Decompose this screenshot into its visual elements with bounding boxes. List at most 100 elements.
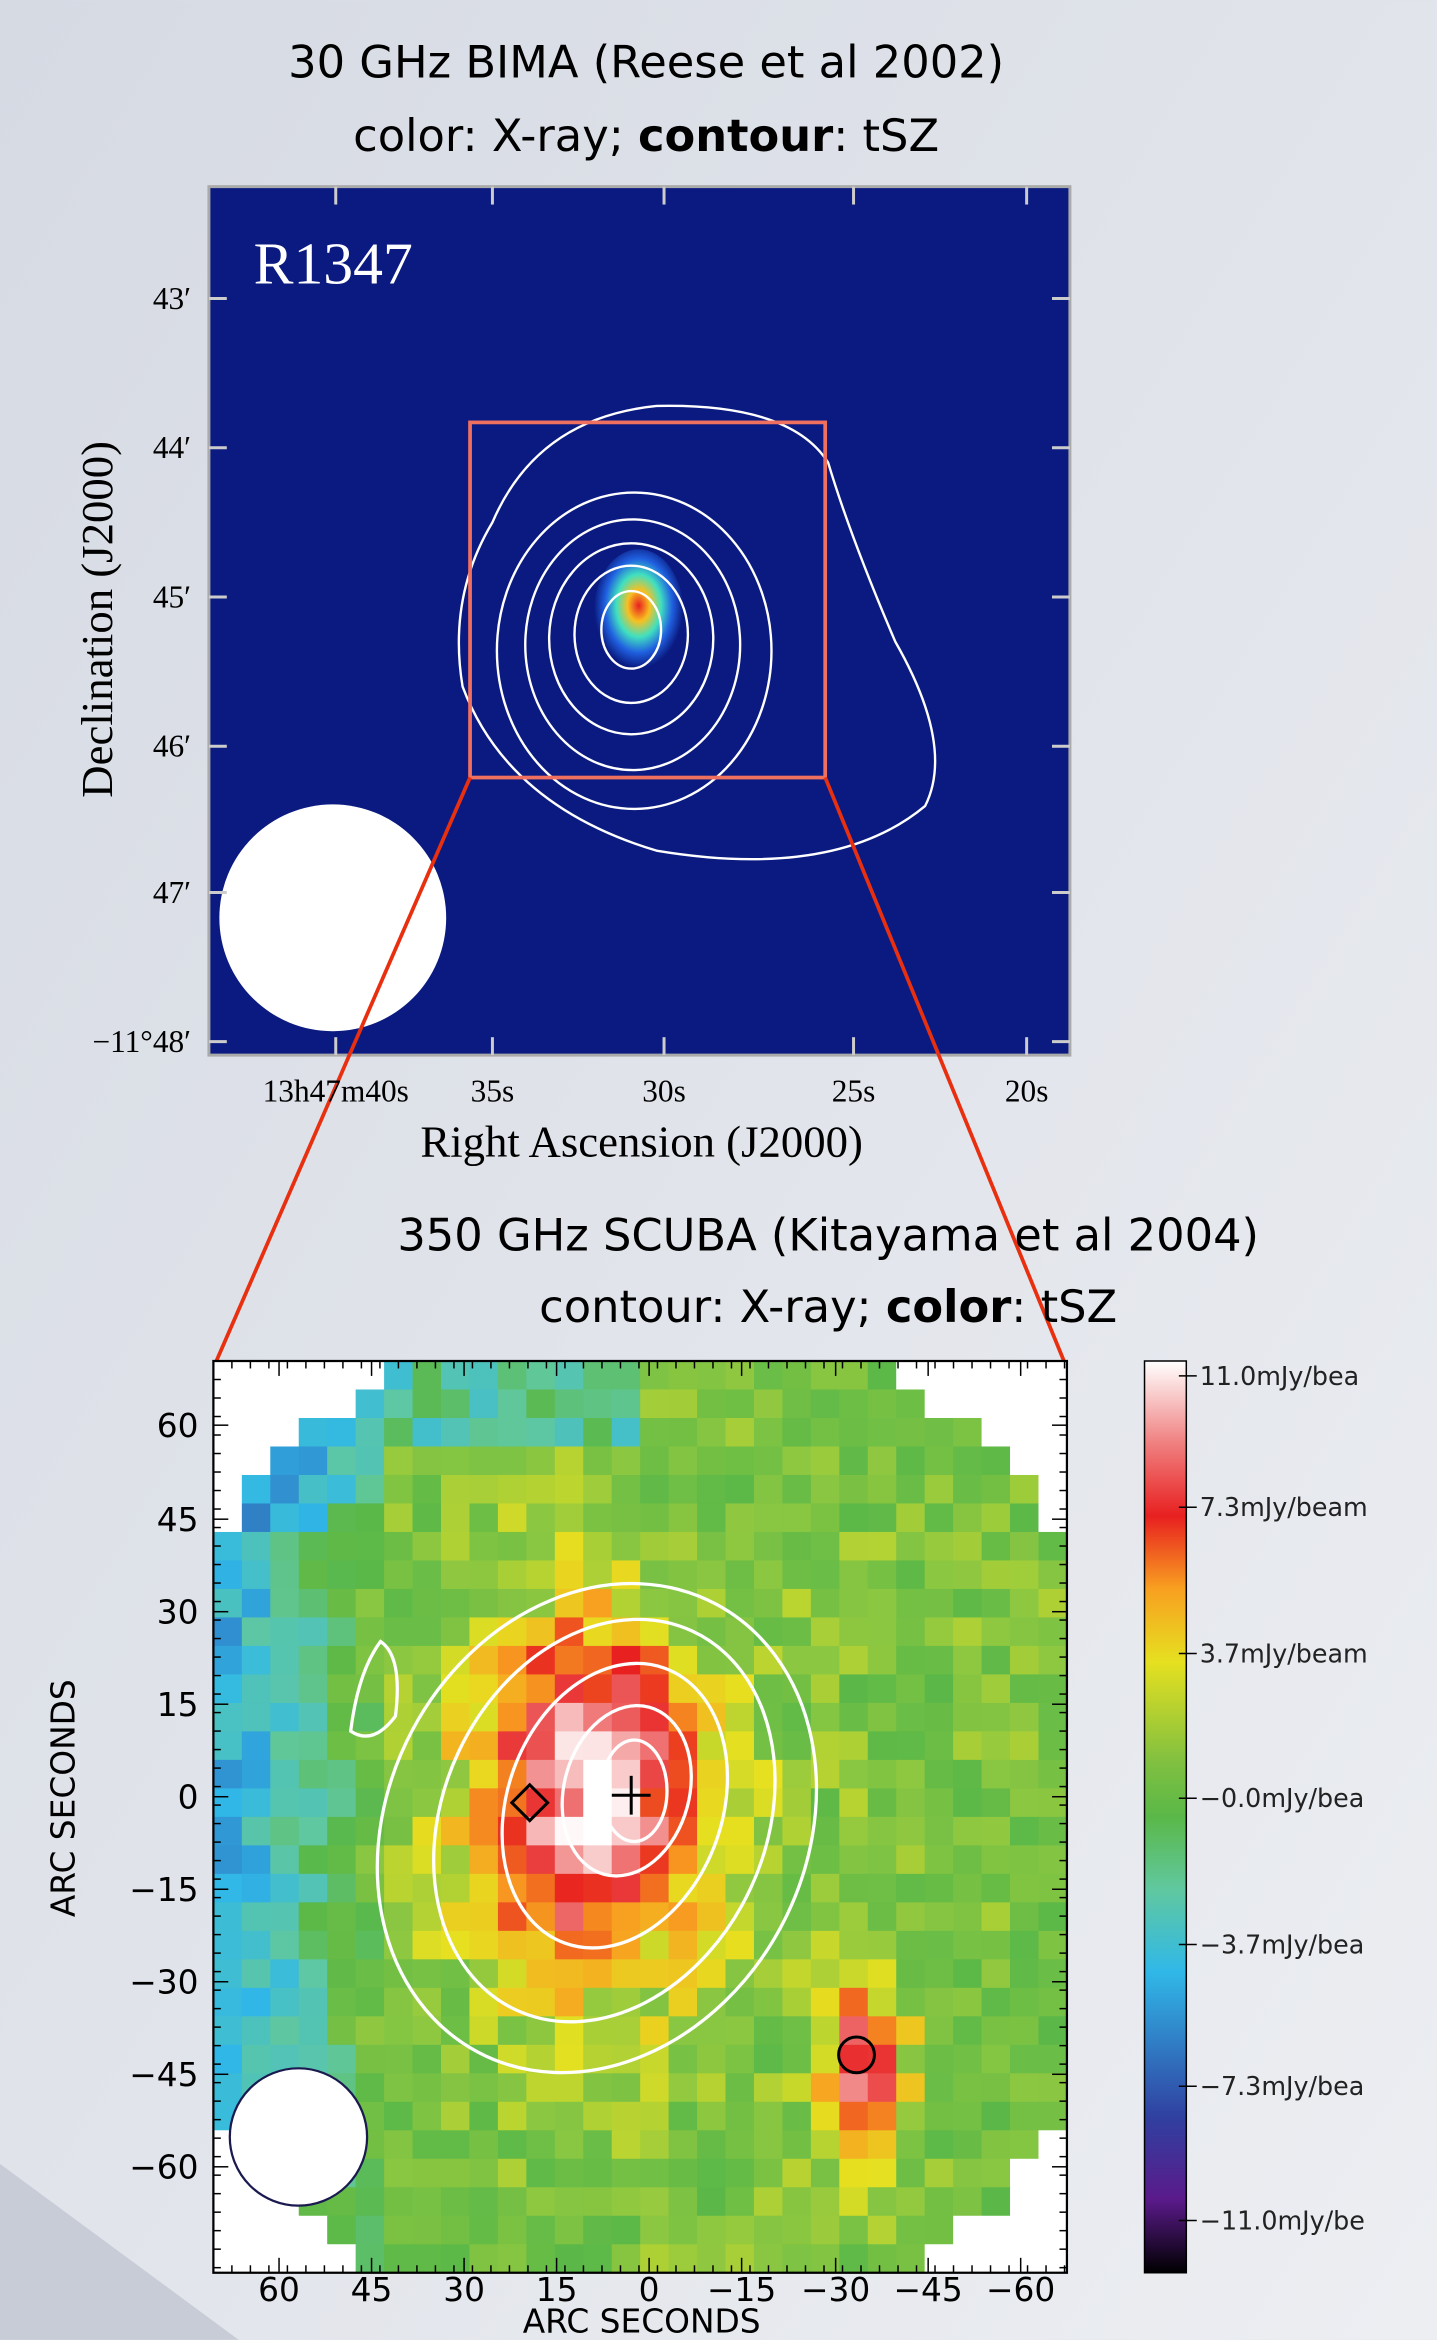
map-pixel — [583, 1361, 612, 1390]
x-tick-label: 13h47m40s — [263, 1073, 409, 1108]
map-pixel — [441, 1532, 470, 1561]
map-pixel — [811, 2102, 840, 2131]
map-pixel — [441, 2045, 470, 2074]
map-pixel — [441, 1361, 470, 1390]
map-pixel — [839, 1817, 868, 1846]
map-pixel — [270, 1532, 299, 1561]
map-pixel — [811, 1874, 840, 1903]
map-pixel — [413, 1446, 442, 1475]
map-pixel — [669, 1389, 698, 1418]
map-pixel — [356, 1845, 385, 1874]
map-pixel — [327, 1589, 356, 1618]
map-pixel — [498, 1931, 527, 1960]
map-pixel — [925, 1361, 954, 1390]
colorbar-label: −3.7mJy/bea — [1200, 1929, 1365, 1959]
map-pixel — [640, 1503, 669, 1532]
map-pixel — [469, 1788, 498, 1817]
map-pixel — [953, 2159, 982, 2188]
map-pixel — [242, 2244, 271, 2273]
map-pixel — [498, 1959, 527, 1988]
map-pixel — [555, 2244, 584, 2273]
map-pixel — [555, 2187, 584, 2216]
map-pixel — [896, 1988, 925, 2017]
map-pixel — [925, 1703, 954, 1732]
map-pixel — [726, 1674, 755, 1703]
map-pixel — [356, 1418, 385, 1447]
map-pixel — [555, 2045, 584, 2074]
map-pixel — [726, 2130, 755, 2159]
map-pixel — [242, 1731, 271, 1760]
map-pixel — [441, 2244, 470, 2273]
map-pixel — [982, 1874, 1011, 1903]
map-pixel — [953, 1760, 982, 1789]
map-pixel — [754, 2016, 783, 2045]
map-pixel — [413, 1418, 442, 1447]
map-pixel — [526, 1389, 555, 1418]
map-pixel — [583, 1703, 612, 1732]
map-pixel — [925, 1902, 954, 1931]
map-pixel — [811, 1617, 840, 1646]
map-pixel — [413, 1845, 442, 1874]
map-pixel — [953, 1845, 982, 1874]
map-pixel — [555, 1389, 584, 1418]
map-pixel — [782, 1959, 811, 1988]
map-pixel — [925, 1788, 954, 1817]
map-pixel — [1010, 1389, 1039, 1418]
map-pixel — [953, 1475, 982, 1504]
map-pixel — [868, 2244, 897, 2273]
map-pixel — [669, 1532, 698, 1561]
map-pixel — [697, 2073, 726, 2102]
y-tick-label: 43′ — [153, 281, 191, 316]
map-pixel — [583, 2216, 612, 2245]
map-pixel — [441, 1931, 470, 1960]
map-pixel — [953, 1617, 982, 1646]
map-pixel — [384, 2016, 413, 2045]
map-pixel — [726, 1503, 755, 1532]
map-pixel — [270, 2216, 299, 2245]
map-pixel — [299, 2016, 328, 2045]
map-pixel — [583, 2073, 612, 2102]
map-pixel — [413, 2045, 442, 2074]
map-pixel — [669, 2244, 698, 2273]
map-pixel — [982, 2045, 1011, 2074]
map-pixel — [242, 1959, 271, 1988]
map-pixel — [1010, 1589, 1039, 1618]
map-pixel — [782, 2016, 811, 2045]
map-pixel — [811, 1560, 840, 1589]
y-tick-label: 15 — [157, 1686, 199, 1724]
map-pixel — [640, 2216, 669, 2245]
map-pixel — [669, 2159, 698, 2188]
map-pixel — [669, 2102, 698, 2131]
map-pixel — [270, 1845, 299, 1874]
x-tick-label: 25s — [832, 1073, 876, 1108]
map-pixel — [270, 1931, 299, 1960]
map-pixel — [868, 1760, 897, 1789]
map-pixel — [953, 1532, 982, 1561]
map-pixel — [754, 1560, 783, 1589]
map-pixel — [982, 1589, 1011, 1618]
map-pixel — [982, 1902, 1011, 1931]
map-pixel — [953, 1361, 982, 1390]
map-pixel — [583, 1959, 612, 1988]
title: 30 GHz BIMA (Reese et al 2002) — [288, 36, 1004, 89]
map-pixel — [612, 1389, 641, 1418]
map-pixel — [526, 1788, 555, 1817]
map-pixel — [1038, 1674, 1067, 1703]
map-pixel — [555, 1560, 584, 1589]
map-pixel — [498, 1418, 527, 1447]
map-pixel — [669, 2073, 698, 2102]
map-pixel — [640, 1674, 669, 1703]
map-pixel — [811, 1703, 840, 1732]
map-pixel — [925, 2159, 954, 2188]
map-pixel — [896, 1731, 925, 1760]
map-pixel — [469, 1503, 498, 1532]
map-pixel — [896, 1646, 925, 1675]
map-pixel — [839, 1845, 868, 1874]
map-pixel — [498, 1361, 527, 1390]
map-pixel — [242, 1817, 271, 1846]
map-pixel — [811, 2159, 840, 2188]
map-pixel — [982, 1532, 1011, 1561]
map-pixel — [441, 2216, 470, 2245]
map-pixel — [953, 1703, 982, 1732]
map-pixel — [526, 1532, 555, 1561]
